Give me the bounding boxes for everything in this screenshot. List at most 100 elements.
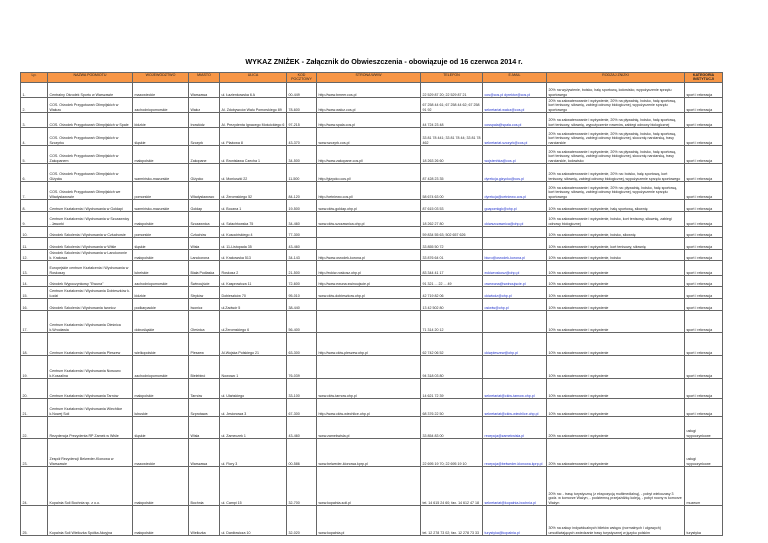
cell-discount-type: 10% na zakwaterowanie i wyżywienie bbox=[546, 310, 685, 333]
cell-email[interactable]: cos@cos.pl dyrektor@cos.pl bbox=[482, 82, 547, 98]
cell-postal-code: 33-100 bbox=[286, 378, 317, 399]
cell-phone: 87 615 03 53 bbox=[420, 199, 483, 212]
cell-website: http://www.bmeer.cos.pl bbox=[316, 82, 421, 98]
cell-website: www.szczyrk.cos.pl bbox=[316, 127, 421, 146]
cell-postal-code: 19-500 bbox=[286, 199, 317, 212]
cell-name: Kopalnia Soli Wieliczka Spółka Akcyjna bbox=[47, 505, 133, 536]
cell-email[interactable]: sekretariat.szczyrk@cos.pl bbox=[482, 127, 547, 146]
cell-lp: 12. bbox=[20, 249, 48, 261]
cell-street: Dobieszków 70 bbox=[219, 286, 287, 299]
table-row: 1. Centralny Ośrodek Sportu w Warszawie ma… bbox=[20, 82, 723, 98]
cell-phone: 59 834 55 63; 502 657 626 bbox=[420, 226, 483, 238]
cell-street: ul. Kusocińskiego 4 bbox=[219, 226, 287, 238]
cell-voivodeship: małopolskie bbox=[132, 211, 189, 227]
cell-email[interactable]: osiwiw@ohp.pl bbox=[482, 298, 547, 311]
cell-category: sport i rekreacja bbox=[684, 112, 723, 128]
cell-lp: 3. bbox=[20, 112, 48, 128]
cell-email[interactable]: dyrekcja.gizycko@cos.pl bbox=[482, 163, 547, 182]
cell-email[interactable]: recepcja@zamekwisla.pl bbox=[482, 416, 547, 439]
cell-city: Tarnów bbox=[188, 378, 220, 399]
cell-name: COS. Ośrodek Przygotowań Olimpijskich w … bbox=[47, 112, 133, 128]
cell-email[interactable]: sekretariat.walcz@cos.pl bbox=[482, 97, 547, 113]
header-voivodeship: WOJEWÓDZTWO bbox=[132, 72, 189, 83]
cell-discount-type: 10% na zakwaterowanie i wyżywienie, halę… bbox=[546, 199, 685, 212]
cell-email[interactable]: ckiwszczawnica@ohp.pl bbox=[482, 211, 547, 227]
cell-category: sport i rekreacja bbox=[684, 260, 723, 276]
cell-email bbox=[482, 355, 547, 379]
cell-postal-code: 43-460 bbox=[286, 416, 317, 439]
cell-email[interactable]: owewuna@swinoujscie.pl bbox=[482, 275, 547, 287]
cell-discount-type: 20% na zakwaterowanie i wyżywienie, 20% … bbox=[546, 127, 685, 146]
cell-street: ul.Zadwór 5 bbox=[219, 298, 287, 311]
cell-email[interactable]: ckiwlodz@ohp.pl bbox=[482, 286, 547, 299]
cell-category: sport i rekreacja bbox=[684, 237, 723, 250]
cell-street: ul. Moniuszki 22 bbox=[219, 163, 287, 182]
cell-discount-type: 20% na wyżywienie, boisko, halę sportową… bbox=[546, 82, 685, 98]
cell-discount-type: 20% na zakwaterowanie i wyżywienie, 20% … bbox=[546, 145, 685, 164]
cell-name: COS. Ośrodek Przygotowań Olimpijskich w … bbox=[47, 163, 133, 182]
cell-name: Centrum Kształcenia i Wychowania Pleszew bbox=[47, 332, 133, 356]
cell-email[interactable]: eckiwroskosz@ohp.pl bbox=[482, 260, 547, 276]
cell-discount-type: 10% na zakwaterowanie i wyżywienie bbox=[546, 260, 685, 276]
cell-email[interactable]: biuro@osrodek-korona.pl bbox=[482, 249, 547, 261]
cell-email[interactable]: sekretariat@ckiw-tarnow.ohp.pl bbox=[482, 378, 547, 399]
cell-voivodeship: warmińsko-mazurskie bbox=[132, 163, 189, 182]
table-row: 18. Centrum Kształcenia i Wychowania Ples… bbox=[20, 332, 723, 356]
cell-email[interactable]: dyrekcja@cetniewo.cos.pl bbox=[482, 181, 547, 200]
cell-street: ul. Daniłowicza 10 bbox=[219, 505, 287, 536]
cell-website: www.ckiw-dobieszkow.ohp.pl bbox=[316, 286, 421, 299]
cell-email[interactable]: turystyka@kopalnia.pl bbox=[482, 505, 547, 536]
cell-postal-code: 43-460 bbox=[286, 237, 317, 250]
cell-website: www.belweder-klonowa.kprp.pl bbox=[316, 438, 421, 467]
header-postal-code: KOD POCZTOWY bbox=[286, 72, 317, 83]
cell-category: sport i rekreacja bbox=[684, 298, 723, 311]
cell-email[interactable]: goapomkgk@ohp.pl bbox=[482, 199, 547, 212]
cell-website: www.kopalnia.pl bbox=[316, 505, 421, 536]
table-row: 14. Ośrodek Wypoczynkowy "Ewuna" zachodnio… bbox=[20, 275, 723, 287]
cell-lp: 24. bbox=[20, 466, 48, 506]
cell-email[interactable]: wojstenhka@cos.pl bbox=[482, 145, 547, 164]
cell-email[interactable]: sekretariat@ckiw-wiechlice.ohp.pl bbox=[482, 398, 547, 417]
cell-website: http://www.spala.cos.pl bbox=[316, 112, 421, 128]
table-row: 2. COS. Ośrodek Przygotowań Olimpijskich … bbox=[20, 97, 723, 113]
table-row: 17. Centrum Kształcenia i Wychowania Oleś… bbox=[20, 310, 723, 333]
cell-postal-code: 72-600 bbox=[286, 275, 317, 287]
cell-name: COS. Ośrodek Przygotowań Olimpijskich w … bbox=[47, 97, 133, 113]
header-street: ULICA bbox=[219, 72, 287, 83]
cell-street: ul. Bronisława Czecha 1 bbox=[219, 145, 287, 164]
cell-postal-code: 95-010 bbox=[286, 286, 317, 299]
cell-postal-code: 84-120 bbox=[286, 181, 317, 200]
cell-category: sport i rekreacja bbox=[684, 378, 723, 399]
cell-voivodeship: podkarpackie bbox=[132, 298, 189, 311]
cell-website: www.ckiw-szczawnica.ohp.pl bbox=[316, 211, 421, 227]
cell-email[interactable]: ckiwpleszew@ohp.pl bbox=[482, 332, 547, 356]
cell-name: Europejskie centrum Kształcenia i Wychow… bbox=[47, 260, 133, 276]
cell-city: Władysławowo bbox=[188, 181, 220, 200]
cell-email[interactable]: cosspala@spala.cos.pl bbox=[482, 112, 547, 128]
cell-city: Stryków bbox=[188, 286, 220, 299]
cell-category: sport i rekreacja bbox=[684, 211, 723, 227]
cell-postal-code: 21-500 bbox=[286, 260, 317, 276]
cell-postal-code: 63-300 bbox=[286, 332, 317, 356]
cell-discount-type: 10% na zakwaterowanie i wyżywienie, bois… bbox=[546, 226, 685, 238]
cell-phone: 58 674 63 00 bbox=[420, 181, 483, 200]
cell-street: ul. Jesionowa 3 bbox=[219, 398, 287, 417]
cell-website: www.kopalnia-soli.pl bbox=[316, 466, 421, 506]
cell-email[interactable]: recepcja@belweder-klonowa.kprp.pl bbox=[482, 438, 547, 467]
cell-city: Oleśnica bbox=[188, 310, 220, 333]
cell-name: Ośrodek Szkolenia i Wychowania w Wiśle bbox=[47, 237, 133, 250]
cell-name: Centrum Kształcenia i Wychowania Nowowo … bbox=[47, 355, 133, 379]
cell-postal-code: 00-449 bbox=[286, 82, 317, 98]
cell-city: Pleszew bbox=[188, 332, 220, 356]
table-row: 5. COS. Ośrodek Przygotowań Olimpijskich … bbox=[20, 145, 723, 164]
cell-lp: 15. bbox=[20, 286, 48, 299]
cell-name: Centrum Kształcenia i Wychowania Wiechli… bbox=[47, 398, 133, 417]
cell-discount-type: 20% na zakwaterowanie i wyżywienie, 20% … bbox=[546, 112, 685, 128]
header-name: NAZWA PODMIOTU bbox=[47, 72, 133, 83]
cell-discount-type: 10% na zakwaterowanie i wyżywienie, kort… bbox=[546, 237, 685, 250]
table-row: 24. Kopalnia Soli Bochnia sp. z o.o. małop… bbox=[20, 466, 723, 506]
cell-email[interactable]: sekretariat@kopalnia-bochnia.pl bbox=[482, 466, 547, 506]
cell-postal-code: 32-700 bbox=[286, 466, 317, 506]
cell-website: http://www.zakopane.cos.pl/ bbox=[316, 145, 421, 164]
cell-website bbox=[316, 355, 421, 379]
